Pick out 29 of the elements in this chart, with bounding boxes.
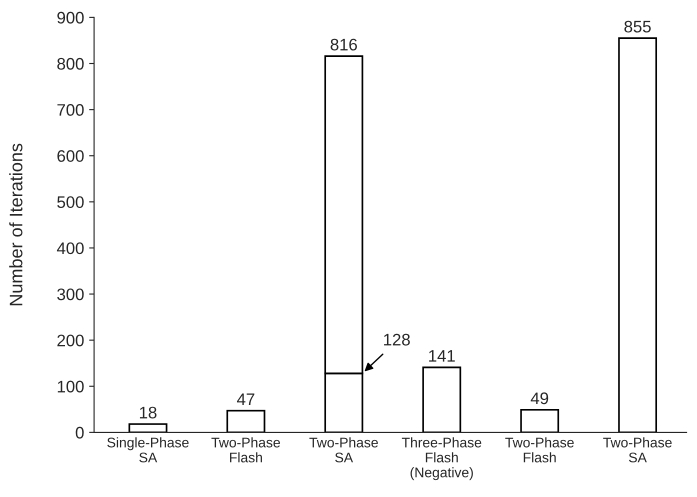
y-tick-label: 200 <box>57 334 84 346</box>
x-tick-label: Two-Phase SA <box>309 437 378 462</box>
y-tick-label: 700 <box>57 104 84 116</box>
y-tick-label: 500 <box>57 196 84 208</box>
total-label: 816 <box>330 38 357 51</box>
x-tick-label: Single-Phase SA <box>107 437 189 462</box>
total-label: 18 <box>140 406 156 418</box>
y-tick-label: 300 <box>57 288 84 300</box>
x-tick-label: Two-Phase Flash <box>505 437 574 462</box>
bar <box>520 408 560 432</box>
bar <box>618 37 658 432</box>
bar <box>128 423 168 432</box>
total-label: 141 <box>429 350 455 362</box>
bar <box>226 410 266 432</box>
y-axis-title: Number of Iterations <box>9 144 22 306</box>
y-tick-label: 600 <box>57 150 84 162</box>
y-tick-label: 900 <box>57 12 84 24</box>
x-tick-label: Two-Phase Flash <box>211 437 280 462</box>
x-tick-label: Two-Phase SA <box>603 437 672 462</box>
y-tick-label: 400 <box>56 242 84 254</box>
bar <box>422 366 462 432</box>
data-label: 128 <box>384 334 410 346</box>
total-label: 47 <box>236 393 254 405</box>
y-tick-label: 0 <box>76 426 84 439</box>
x-tick-label: Three-Phase Flash (Negative) <box>402 437 482 480</box>
total-label: 855 <box>624 20 651 33</box>
total-label: 49 <box>530 392 548 404</box>
y-tick-label: 800 <box>57 58 84 70</box>
y-tick-label: 100 <box>58 380 84 392</box>
